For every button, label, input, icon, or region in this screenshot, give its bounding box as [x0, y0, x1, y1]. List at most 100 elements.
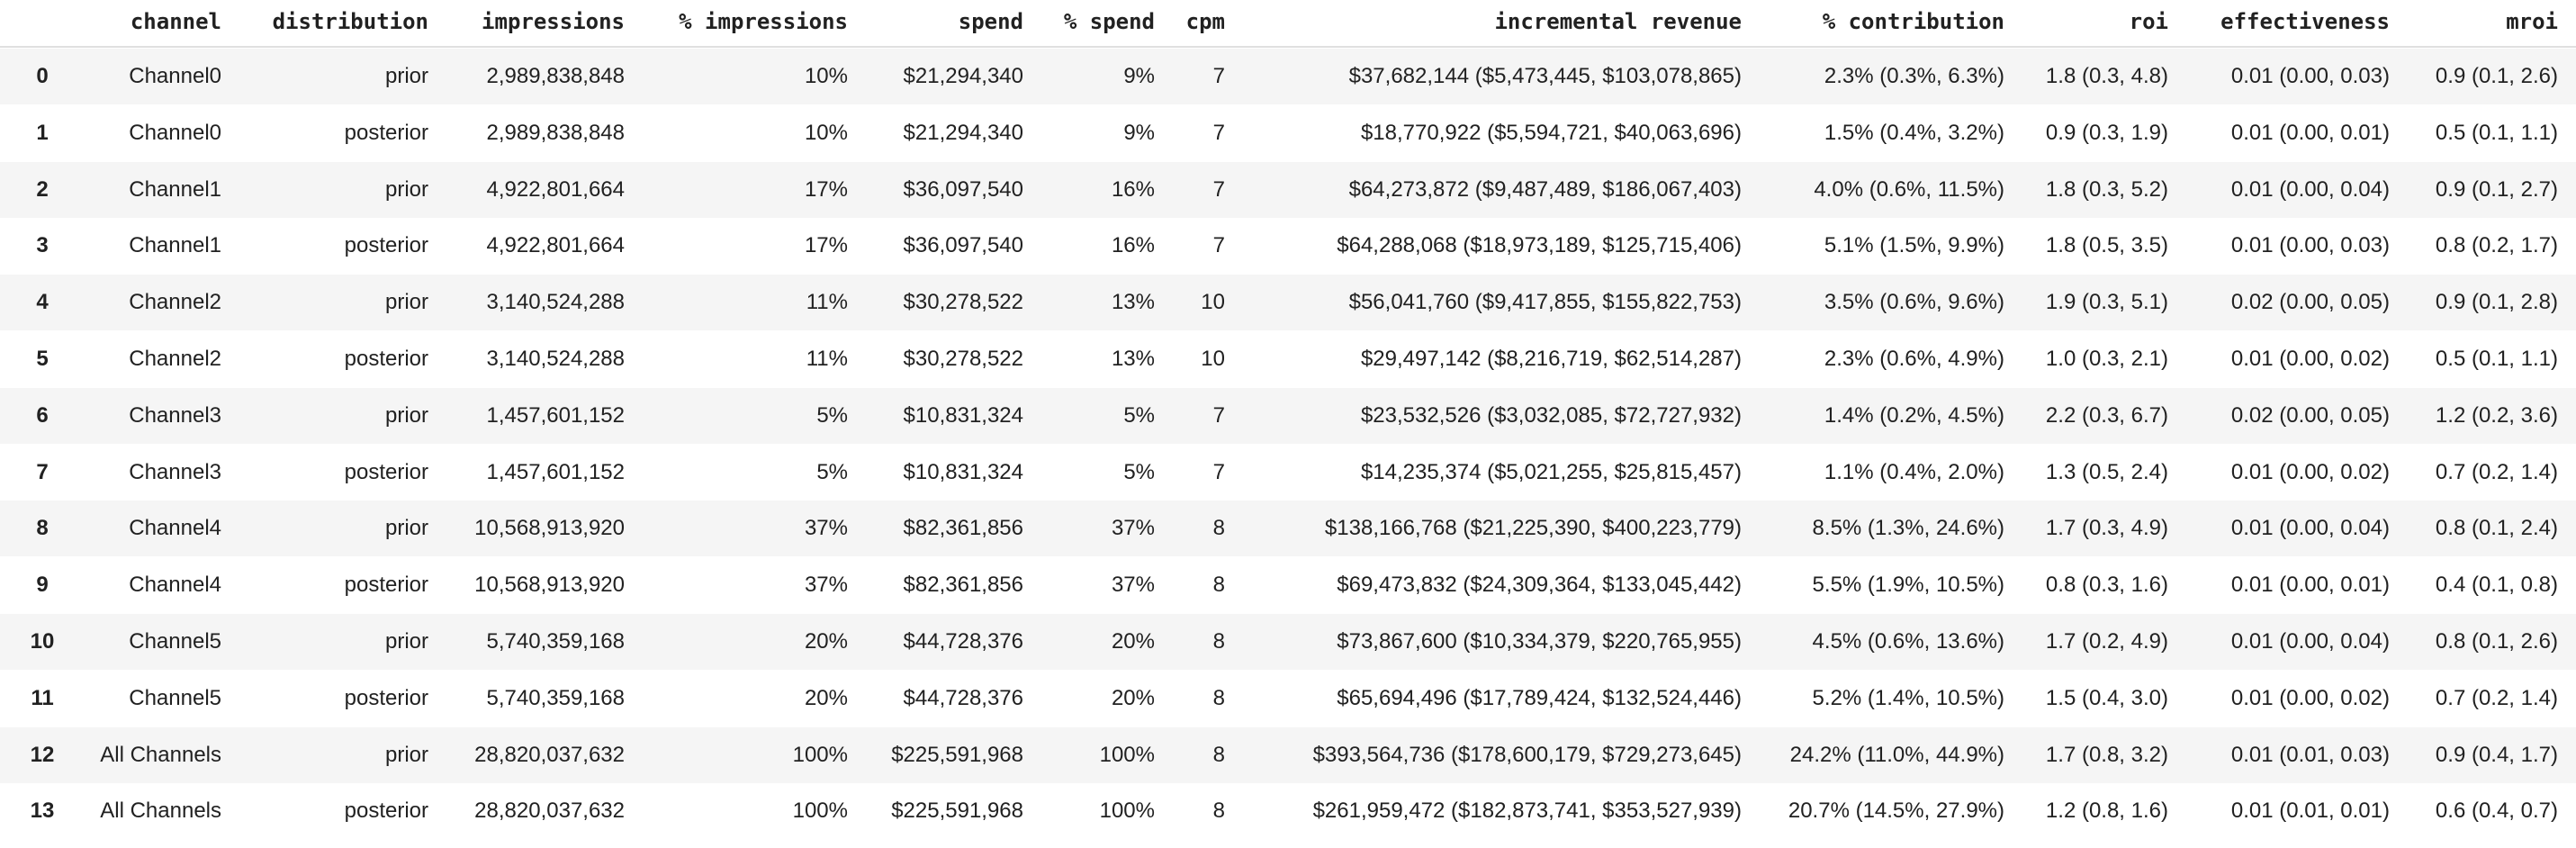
- table-cell: $69,473,832 ($24,309,364, $133,045,442): [1337, 573, 1742, 598]
- row-index: 0: [36, 64, 49, 88]
- table-cell: 8: [1212, 516, 1225, 541]
- table-cell: 0.01 (0.00, 0.03): [2230, 233, 2390, 258]
- table-cell: 0.01 (0.00, 0.04): [2230, 629, 2390, 654]
- table-cell: 10%: [804, 120, 848, 145]
- table-cell: 10: [1201, 347, 1225, 371]
- table-cell: $64,288,068 ($18,973,189, $125,715,406): [1337, 233, 1742, 258]
- column-header: channel: [130, 9, 221, 34]
- table-cell: $21,294,340: [903, 120, 1023, 145]
- table-cell: All Channels: [100, 798, 221, 824]
- table-cell: 10,568,913,920: [474, 516, 625, 541]
- table-cell: 0.01 (0.00, 0.01): [2230, 573, 2390, 598]
- table-cell: 0.01 (0.00, 0.02): [2230, 347, 2390, 371]
- table-cell: 13%: [1111, 290, 1155, 315]
- table-cell: 1.7 (0.8, 3.2): [2045, 742, 2168, 767]
- table-cell: 0.4 (0.1, 0.8): [2435, 573, 2558, 598]
- table-cell: $138,166,768 ($21,225,390, $400,223,779): [1324, 516, 1742, 541]
- table-cell: 0.6 (0.4, 0.7): [2435, 798, 2558, 824]
- table-cell: 24.2% (11.0%, 44.9%): [1789, 742, 2004, 767]
- table-cell: 5.5% (1.9%, 10.5%): [1812, 573, 2004, 598]
- table-cell: 5%: [816, 402, 848, 428]
- table-cell: 10,568,913,920: [474, 573, 625, 598]
- table-cell: 7: [1212, 233, 1225, 258]
- table-cell: 100%: [792, 798, 848, 824]
- table-cell: 100%: [1099, 798, 1155, 824]
- row-index: 13: [30, 798, 55, 824]
- table-cell: $56,041,760 ($9,417,855, $155,822,753): [1348, 290, 1742, 315]
- table-cell: 28,820,037,632: [474, 742, 625, 767]
- table-cell: prior: [384, 64, 428, 88]
- column-header: % spend: [1063, 9, 1155, 34]
- column-header: cpm: [1185, 9, 1225, 34]
- table-cell: 7: [1212, 64, 1225, 88]
- table-cell: $44,728,376: [903, 685, 1023, 710]
- table-cell: 4,922,801,664: [486, 233, 625, 258]
- row-index: 5: [36, 347, 49, 371]
- table-cell: 5.1% (1.5%, 9.9%): [1824, 233, 2004, 258]
- table-cell: prior: [384, 290, 428, 315]
- table-cell: 11%: [806, 290, 848, 315]
- table-cell: 20%: [804, 629, 848, 654]
- table-cell: posterior: [344, 120, 428, 145]
- table-cell: 7: [1212, 459, 1225, 484]
- table-cell: 1.9 (0.3, 5.1): [2045, 290, 2168, 315]
- table-cell: 17%: [804, 233, 848, 258]
- table-cell: prior: [384, 516, 428, 541]
- table-cell: 7: [1212, 120, 1225, 145]
- table-cell: Channel2: [129, 290, 221, 315]
- table-cell: 9%: [1123, 64, 1155, 88]
- table-cell: 0.8 (0.1, 2.6): [2435, 629, 2558, 654]
- table-cell: $14,235,374 ($5,021,255, $25,815,457): [1360, 459, 1742, 484]
- table-cell: 8: [1212, 798, 1225, 824]
- table-cell: Channel0: [129, 120, 221, 145]
- table-cell: 28,820,037,632: [474, 798, 625, 824]
- table-cell: 1.8 (0.5, 3.5): [2045, 233, 2168, 258]
- table-cell: $10,831,324: [903, 402, 1023, 428]
- table-cell: 0.02 (0.00, 0.05): [2230, 290, 2390, 315]
- table-cell: 3,140,524,288: [486, 290, 625, 315]
- table-cell: $36,097,540: [903, 233, 1023, 258]
- table-cell: 20%: [1111, 685, 1155, 710]
- table-cell: 1.2 (0.8, 1.6): [2045, 798, 2168, 824]
- row-stripe: [0, 387, 2576, 444]
- table-cell: 1.7 (0.2, 4.9): [2045, 629, 2168, 654]
- row-stripe: [0, 726, 2576, 783]
- table-cell: 20.7% (14.5%, 27.9%): [1788, 798, 2004, 824]
- row-index: 12: [30, 742, 55, 767]
- table-cell: 0.01 (0.01, 0.03): [2230, 742, 2390, 767]
- table-cell: 0.9 (0.4, 1.7): [2435, 742, 2558, 767]
- table-cell: 0.01 (0.00, 0.03): [2230, 64, 2390, 88]
- table-cell: All Channels: [100, 742, 221, 767]
- table-cell: posterior: [344, 233, 428, 258]
- table-cell: 0.9 (0.1, 2.6): [2435, 64, 2558, 88]
- table-cell: $82,361,856: [903, 573, 1023, 598]
- table-cell: $261,959,472 ($182,873,741, $353,527,939…: [1312, 798, 1742, 824]
- table-cell: 1.3 (0.5, 2.4): [2045, 459, 2168, 484]
- table-cell: 37%: [1111, 516, 1155, 541]
- table-cell: 17%: [804, 176, 848, 202]
- table-cell: Channel3: [129, 402, 221, 428]
- table-cell: 7: [1212, 402, 1225, 428]
- row-index: 8: [36, 516, 49, 541]
- row-index: 9: [36, 573, 49, 598]
- table-cell: 4.5% (0.6%, 13.6%): [1812, 629, 2004, 654]
- table-cell: 1.5% (0.4%, 3.2%): [1824, 120, 2004, 145]
- table-cell: prior: [384, 742, 428, 767]
- table-cell: 1.8 (0.3, 5.2): [2045, 176, 2168, 202]
- table-cell: 1.2 (0.2, 3.6): [2435, 402, 2558, 428]
- row-stripe: [0, 501, 2576, 557]
- row-index: 6: [36, 402, 49, 428]
- table-cell: posterior: [344, 573, 428, 598]
- table-cell: $73,867,600 ($10,334,379, $220,765,955): [1337, 629, 1742, 654]
- table-cell: $225,591,968: [891, 742, 1023, 767]
- table-cell: posterior: [344, 798, 428, 824]
- table-cell: 1.5 (0.4, 3.0): [2045, 685, 2168, 710]
- table-cell: 0.01 (0.00, 0.02): [2230, 685, 2390, 710]
- row-index: 10: [30, 629, 55, 654]
- table-cell: 37%: [804, 573, 848, 598]
- table-cell: 11%: [806, 347, 848, 371]
- table-cell: Channel2: [129, 347, 221, 371]
- table-cell: 0.02 (0.00, 0.05): [2230, 402, 2390, 428]
- table-cell: prior: [384, 402, 428, 428]
